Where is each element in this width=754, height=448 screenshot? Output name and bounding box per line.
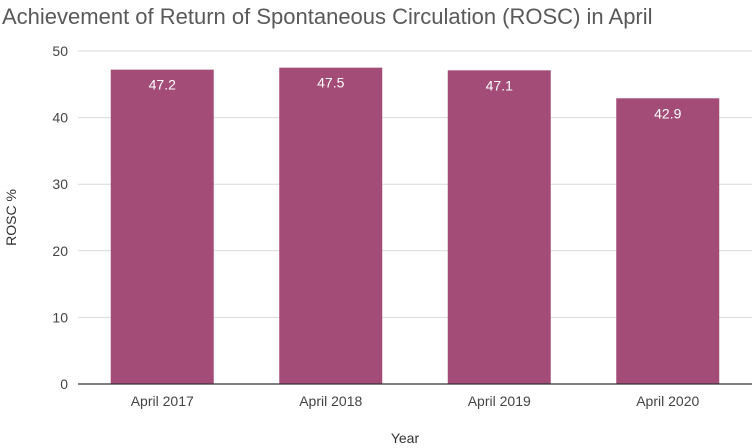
y-tick-label: 10 bbox=[52, 309, 68, 325]
y-axis-label: ROSC % bbox=[3, 189, 19, 246]
bar bbox=[447, 70, 551, 385]
bar bbox=[279, 67, 383, 385]
data-label: 42.9 bbox=[654, 105, 681, 121]
bars bbox=[110, 67, 720, 385]
data-label: 47.2 bbox=[149, 77, 176, 93]
x-tick-label: April 2017 bbox=[131, 393, 194, 409]
chart-title: Achievement of Return of Spontaneous Cir… bbox=[2, 4, 653, 29]
x-tick-label: April 2018 bbox=[299, 393, 362, 409]
x-axis-ticks: April 2017 April 2018 April 2019 April 2020 bbox=[131, 393, 700, 409]
y-tick-label: 20 bbox=[52, 243, 68, 259]
y-axis-ticks: 0 10 20 30 40 50 bbox=[52, 43, 68, 392]
x-tick-label: April 2020 bbox=[636, 393, 699, 409]
y-tick-label: 40 bbox=[52, 110, 68, 126]
bar bbox=[110, 69, 214, 384]
y-tick-label: 0 bbox=[60, 376, 68, 392]
x-axis-label: Year bbox=[391, 430, 420, 446]
data-label: 47.5 bbox=[317, 75, 344, 91]
data-labels: 47.2 47.5 47.1 42.9 bbox=[149, 75, 682, 122]
data-label: 47.1 bbox=[486, 77, 513, 93]
bar bbox=[616, 98, 720, 384]
y-tick-label: 30 bbox=[52, 176, 68, 192]
y-tick-label: 50 bbox=[52, 43, 68, 59]
x-tick-label: April 2019 bbox=[468, 393, 531, 409]
